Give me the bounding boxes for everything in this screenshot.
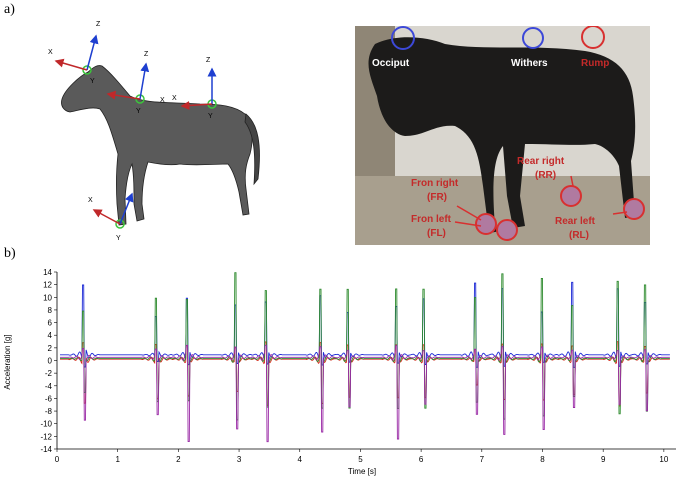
label-occiput: Occiput <box>372 58 410 69</box>
label-rear-left-1: Rear left <box>555 216 596 227</box>
axis-label-x-rump: X <box>172 95 177 102</box>
x-tick-label: 5 <box>358 455 363 464</box>
sensor-rump <box>180 67 217 110</box>
axis-label-y-occiput: Y <box>90 78 95 85</box>
label-withers: Withers <box>511 58 548 69</box>
sensor-hoof <box>92 192 134 229</box>
label-rear-right-1: Rear right <box>517 156 565 167</box>
horse-photo: Occiput Withers Rump Fron right (FR) Fro… <box>355 26 650 245</box>
x-tick-label: 4 <box>298 455 303 464</box>
x-tick-label: 7 <box>480 455 485 464</box>
x-tick-label: 10 <box>659 455 668 464</box>
y-axis-ticks: 14 12 10 8 6 4 2 0 -2 -4 -6 -8 -10 -12 -14 <box>40 268 57 454</box>
axis-label-z-occiput: Z <box>96 21 101 28</box>
y-axis-label: Acceleration [g] <box>3 334 12 389</box>
series-line-red <box>60 341 670 407</box>
sensor-withers <box>106 62 150 104</box>
axis-label-x-withers: X <box>160 97 165 104</box>
y-tick-label: -10 <box>40 420 52 429</box>
y-tick-label: -2 <box>45 369 53 378</box>
x-tick-label: 3 <box>237 455 242 464</box>
y-tick-label: 14 <box>43 268 52 277</box>
y-tick-label: 6 <box>48 319 53 328</box>
axis-label-y-rump: Y <box>208 113 213 120</box>
y-tick-label: 0 <box>48 357 53 366</box>
axis-label-z-rump: Z <box>206 57 211 64</box>
axis-label-x-occiput: X <box>48 49 53 56</box>
x-tick-label: 0 <box>55 455 60 464</box>
axis-label-y-withers: Y <box>136 108 141 115</box>
series-line-blue <box>60 281 670 368</box>
x-axis-ticks: 0 1 2 3 4 5 6 7 8 9 10 <box>55 449 669 464</box>
label-rear-right-2: (RR) <box>535 170 556 181</box>
y-tick-label: 10 <box>43 293 52 302</box>
panel-label-b: b) <box>4 246 16 261</box>
y-tick-label: -4 <box>45 382 53 391</box>
label-front-left-2: (FL) <box>427 228 446 239</box>
axis-label-x-hoof: X <box>88 197 93 204</box>
series-line-purple <box>60 344 670 443</box>
x-tick-label: 8 <box>540 455 545 464</box>
y-tick-label: 4 <box>48 331 53 340</box>
x-tick-label: 6 <box>419 455 424 464</box>
panel-label-a: a) <box>4 2 15 17</box>
axis-label-z-withers: Z <box>144 51 149 58</box>
axis-label-y-hoof: Y <box>116 235 121 242</box>
y-tick-label: 12 <box>43 281 52 290</box>
y-tick-label: 8 <box>48 306 53 315</box>
y-tick-label: 2 <box>48 344 53 353</box>
series-line-green <box>60 272 670 421</box>
x-axis-label: Time [s] <box>348 467 376 476</box>
sensor-occiput <box>54 34 99 75</box>
horse-illustration <box>61 65 260 226</box>
x-tick-label: 2 <box>176 455 181 464</box>
horse-sensor-diagram: Z X Y Z X Y Z X Y X Y <box>48 21 260 242</box>
y-tick-label: -14 <box>40 445 52 454</box>
y-tick-label: -6 <box>45 394 53 403</box>
label-rump: Rump <box>581 58 609 69</box>
label-rear-left-2: (RL) <box>569 230 589 241</box>
y-tick-label: -8 <box>45 407 53 416</box>
label-front-right-1: Fron right <box>411 178 459 189</box>
x-tick-label: 1 <box>115 455 120 464</box>
plot-area <box>60 272 670 443</box>
y-tick-label: -12 <box>40 432 52 441</box>
label-front-right-2: (FR) <box>427 192 447 203</box>
x-tick-label: 9 <box>601 455 606 464</box>
label-front-left-1: Fron left <box>411 214 452 225</box>
